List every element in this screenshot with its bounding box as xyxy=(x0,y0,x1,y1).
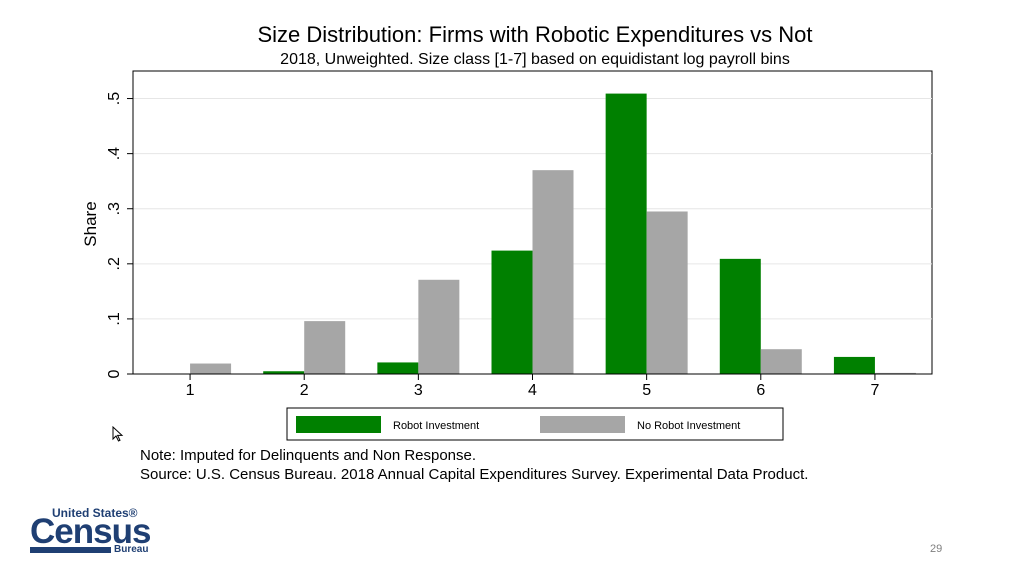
x-tick-label: 1 xyxy=(186,382,195,399)
chart-title: Size Distribution: Firms with Robotic Ex… xyxy=(257,22,812,47)
y-tick-label: .1 xyxy=(106,312,123,325)
bar-robot-investment xyxy=(377,362,419,374)
x-tick-label: 3 xyxy=(414,382,423,399)
legend: Robot Investment No Robot Investment xyxy=(286,407,784,441)
bar-robot-investment xyxy=(605,93,647,374)
x-tick-label: 4 xyxy=(528,382,537,399)
note-text: Note: Imputed for Delinquents and Non Re… xyxy=(140,447,477,464)
bar-robot-investment xyxy=(263,371,305,374)
bar-robot-investment xyxy=(491,250,533,374)
source-text: Source: U.S. Census Bureau. 2018 Annual … xyxy=(140,466,809,483)
x-tick-label: 6 xyxy=(756,382,765,399)
logo-united-states-text: United States® xyxy=(52,506,138,520)
legend-label-no-robot: No Robot Investment xyxy=(637,420,740,432)
y-axis-label: Share xyxy=(81,201,100,246)
logo-bureau-text: Bureau xyxy=(114,544,149,555)
y-tick-label: .3 xyxy=(106,202,123,215)
bar-no-robot-investment xyxy=(760,349,802,374)
legend-swatch-robot xyxy=(296,416,381,433)
bar-no-robot-investment xyxy=(304,321,346,374)
y-tick-label: .2 xyxy=(106,257,123,270)
legend-swatch-no-robot xyxy=(540,416,625,433)
y-tick-label: 0 xyxy=(106,369,123,378)
bar-no-robot-investment xyxy=(190,363,232,374)
logo-bar xyxy=(30,547,111,553)
y-tick-label: .5 xyxy=(106,92,123,105)
bar-robot-investment xyxy=(833,356,875,374)
bar-robot-investment xyxy=(719,258,761,374)
bar-no-robot-investment xyxy=(532,170,574,374)
legend-label-robot: Robot Investment xyxy=(393,420,479,432)
census-bureau-logo: United States® Census Bureau xyxy=(30,506,151,555)
logo-census-text: Census xyxy=(30,512,151,551)
x-tick-label: 2 xyxy=(300,382,309,399)
bar-no-robot-investment xyxy=(418,279,460,374)
y-tick-label: .4 xyxy=(106,147,123,160)
mouse-cursor-icon xyxy=(112,426,124,442)
x-tick-label: 5 xyxy=(642,382,651,399)
chart-subtitle: 2018, Unweighted. Size class [1-7] based… xyxy=(280,51,790,68)
x-tick-label: 7 xyxy=(870,382,879,399)
bar-no-robot-investment xyxy=(874,372,916,374)
page-number: 29 xyxy=(930,543,943,555)
bar-no-robot-investment xyxy=(646,211,688,374)
